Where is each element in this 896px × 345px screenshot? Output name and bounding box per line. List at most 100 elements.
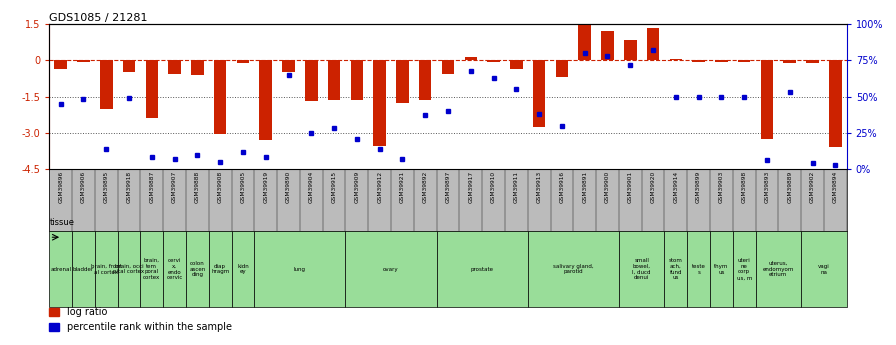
- Text: GSM39899: GSM39899: [696, 171, 702, 203]
- Text: GSM39916: GSM39916: [559, 171, 564, 203]
- Bar: [72, 231, 95, 307]
- Bar: [669, 59, 682, 60]
- Bar: [510, 60, 522, 69]
- Bar: [396, 60, 409, 103]
- Text: GSM39909: GSM39909: [354, 171, 359, 203]
- Bar: [55, 60, 67, 69]
- Text: GSM39892: GSM39892: [423, 171, 427, 203]
- Text: salivary gland,
parotid: salivary gland, parotid: [553, 264, 594, 275]
- Bar: [231, 231, 254, 307]
- Text: GSM39888: GSM39888: [194, 171, 200, 203]
- Text: vagi
na: vagi na: [818, 264, 830, 275]
- Bar: [145, 60, 158, 118]
- Bar: [783, 60, 796, 63]
- Bar: [755, 231, 801, 307]
- Bar: [601, 31, 614, 60]
- Bar: [123, 60, 135, 72]
- Text: GSM39905: GSM39905: [240, 171, 246, 203]
- Bar: [186, 231, 209, 307]
- Text: GSM39902: GSM39902: [810, 171, 815, 203]
- Bar: [738, 60, 751, 61]
- Bar: [117, 231, 141, 307]
- Text: ovary: ovary: [383, 267, 399, 272]
- Text: prostate: prostate: [470, 267, 494, 272]
- Text: teste
s: teste s: [692, 264, 705, 275]
- Bar: [829, 60, 841, 147]
- Bar: [533, 60, 546, 127]
- Text: GSM39900: GSM39900: [605, 171, 610, 203]
- Bar: [687, 231, 710, 307]
- Text: GSM39921: GSM39921: [400, 171, 405, 203]
- Text: GSM39887: GSM39887: [150, 171, 154, 203]
- Bar: [346, 231, 436, 307]
- Bar: [806, 60, 819, 63]
- Text: GSM39901: GSM39901: [628, 171, 633, 203]
- Text: GSM39898: GSM39898: [742, 171, 746, 203]
- Text: GSM39896: GSM39896: [58, 171, 64, 203]
- Text: adrenal: adrenal: [50, 267, 71, 272]
- Text: GSM39895: GSM39895: [104, 171, 108, 203]
- Text: brain,
tem
poral
cortex: brain, tem poral cortex: [143, 258, 160, 280]
- Text: uteri
ne
corp
us, m: uteri ne corp us, m: [737, 258, 752, 280]
- Bar: [624, 40, 636, 60]
- Text: tissue: tissue: [49, 218, 74, 227]
- Bar: [710, 231, 733, 307]
- Bar: [579, 24, 591, 60]
- Text: GSM39912: GSM39912: [377, 171, 383, 203]
- Text: GSM39907: GSM39907: [172, 171, 177, 203]
- Bar: [464, 57, 477, 60]
- Text: GSM39910: GSM39910: [491, 171, 496, 203]
- Text: GSM39904: GSM39904: [309, 171, 314, 203]
- Text: GSM39920: GSM39920: [650, 171, 656, 203]
- Bar: [254, 231, 346, 307]
- Text: GSM39914: GSM39914: [673, 171, 678, 203]
- Bar: [693, 60, 705, 61]
- Bar: [556, 60, 568, 77]
- Text: small
bowel,
l, ducd
denui: small bowel, l, ducd denui: [633, 258, 650, 280]
- Bar: [665, 231, 687, 307]
- Text: bladder: bladder: [73, 267, 94, 272]
- Bar: [49, 231, 72, 307]
- Legend: log ratio, percentile rank within the sample: log ratio, percentile rank within the sa…: [49, 307, 232, 332]
- Text: GSM39918: GSM39918: [126, 171, 132, 203]
- Bar: [141, 231, 163, 307]
- Bar: [95, 231, 117, 307]
- Bar: [168, 60, 181, 73]
- Bar: [209, 231, 231, 307]
- Text: GSM39908: GSM39908: [218, 171, 223, 203]
- Bar: [77, 60, 90, 61]
- Text: lung: lung: [294, 267, 306, 272]
- Bar: [214, 60, 227, 134]
- Bar: [619, 231, 665, 307]
- Bar: [163, 231, 186, 307]
- Bar: [260, 60, 272, 140]
- Bar: [761, 60, 773, 139]
- Text: GSM39890: GSM39890: [286, 171, 291, 203]
- Text: GSM39891: GSM39891: [582, 171, 587, 203]
- Text: diap
hragm: diap hragm: [211, 264, 229, 275]
- Text: kidn
ey: kidn ey: [237, 264, 249, 275]
- Text: GSM39917: GSM39917: [469, 171, 473, 203]
- Text: GSM39897: GSM39897: [445, 171, 451, 203]
- Bar: [419, 60, 432, 100]
- Text: GDS1085 / 21281: GDS1085 / 21281: [49, 13, 148, 23]
- Text: GSM39893: GSM39893: [764, 171, 770, 203]
- Text: GSM39889: GSM39889: [788, 171, 792, 203]
- Bar: [528, 231, 619, 307]
- Bar: [801, 231, 847, 307]
- Text: GSM39915: GSM39915: [332, 171, 337, 203]
- Text: uterus,
endomyom
etrium: uterus, endomyom etrium: [762, 261, 794, 277]
- Text: brain, front
al cortex: brain, front al cortex: [90, 264, 122, 275]
- Bar: [436, 231, 528, 307]
- Text: GSM39906: GSM39906: [81, 171, 86, 203]
- Text: stom
ach,
fund
us: stom ach, fund us: [669, 258, 683, 280]
- Bar: [733, 231, 755, 307]
- Bar: [237, 60, 249, 63]
- Text: brain, occi
pital cortex: brain, occi pital cortex: [114, 264, 144, 275]
- Bar: [715, 60, 728, 61]
- Text: GSM39913: GSM39913: [537, 171, 542, 203]
- Text: colon
ascen
ding: colon ascen ding: [189, 261, 205, 277]
- Bar: [442, 60, 454, 73]
- Text: GSM39919: GSM39919: [263, 171, 268, 203]
- Bar: [282, 60, 295, 72]
